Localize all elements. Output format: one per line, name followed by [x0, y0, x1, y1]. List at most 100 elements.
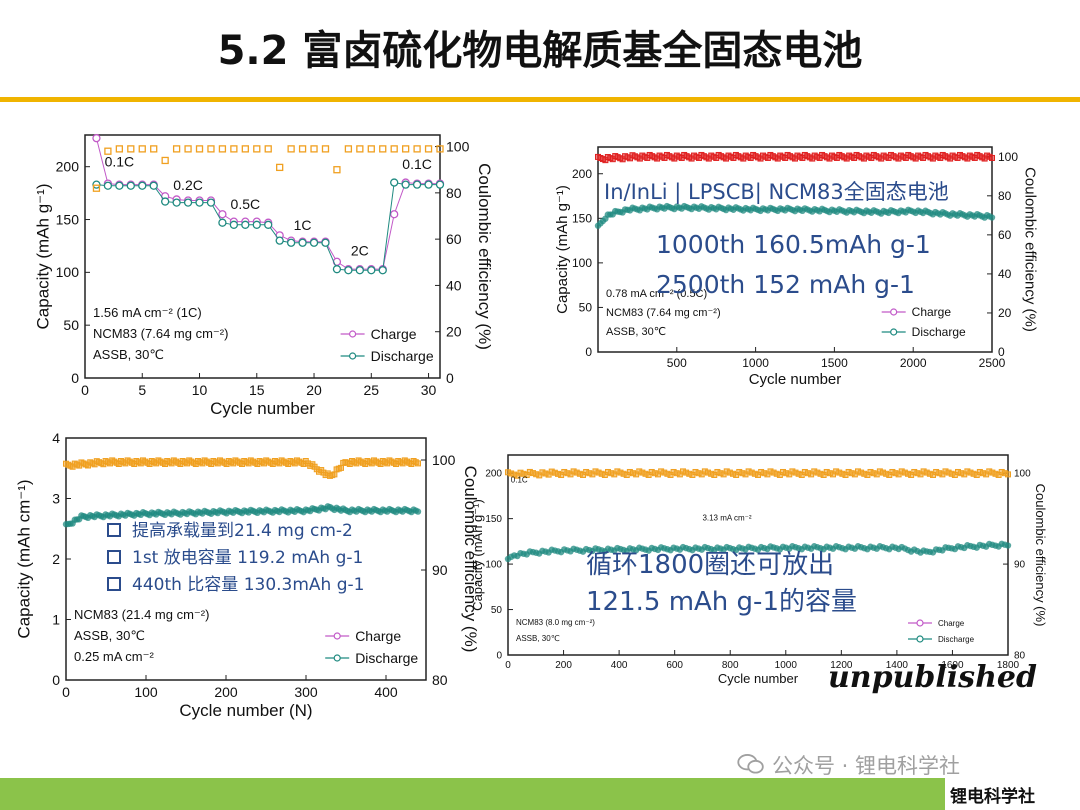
y-tick-label: 150: [485, 514, 502, 525]
discharge-point: [252, 220, 261, 229]
condition-note: NCM83 (8.0 mg cm⁻²): [516, 618, 595, 627]
condition-note: ASSB, 30℃: [93, 347, 164, 362]
ce-point: [436, 145, 444, 153]
discharge-point: [161, 197, 170, 206]
legend-label-charge: Charge: [355, 628, 401, 644]
ce-point: [558, 472, 565, 479]
x-tick-label: 1000: [742, 356, 769, 370]
x-tick-label: 1800: [997, 660, 1020, 671]
ce-point: [218, 145, 227, 153]
ce-point: [138, 145, 146, 153]
discharge-point: [241, 220, 250, 229]
ce-point: [184, 145, 192, 153]
y2-axis-label: Coulombic efficiency (%): [1022, 167, 1039, 332]
y2-tick-label: 100: [446, 138, 470, 154]
rate-label: 3.13 mA cm⁻²: [702, 513, 751, 522]
annotation-line: 循环1800圈还可放出: [586, 550, 834, 580]
ce-point: [545, 471, 552, 478]
annotation-title: In/InLi | LPSCB| NCM83全固态电池: [604, 180, 949, 205]
ce-point: [344, 145, 353, 153]
discharge-point: [321, 238, 330, 247]
y-tick-label: 0: [52, 672, 60, 688]
x-tick-label: 1500: [821, 356, 848, 370]
series-line-charge: [95, 138, 440, 270]
y-tick-label: 200: [572, 167, 592, 181]
rate-label: 0.2C: [173, 177, 203, 193]
rate-label: 0.1C: [402, 156, 432, 172]
y-tick-label: 150: [56, 211, 80, 227]
unpublished-stamp: unpublished: [828, 660, 1037, 695]
ce-point: [1005, 471, 1011, 478]
discharge-point: [103, 181, 113, 190]
discharge-point: [218, 218, 227, 227]
y-tick-label: 4: [52, 430, 60, 446]
discharge-point: [344, 266, 353, 275]
y2-axis-label: Coulombic efficiency (%): [461, 466, 480, 653]
legend-label-discharge: Discharge: [371, 348, 434, 364]
long-cycle-1800-chart: 0 200 400 600 800 1000 1200 1400 1600 1800 0 50 100 1…: [470, 454, 1048, 686]
y-tick-label: 200: [485, 469, 502, 480]
ce-point: [424, 145, 433, 153]
discharge-point: [286, 238, 296, 247]
y-tick-label: 50: [579, 301, 593, 315]
condition-note: 0.78 mA cm⁻² (0.5C): [606, 288, 707, 300]
legend-label-discharge: Discharge: [355, 650, 418, 666]
x-tick-label: 500: [667, 356, 687, 370]
wechat-icon: [737, 754, 764, 774]
y-axis-label: Capacity (mAh g⁻¹): [554, 185, 571, 314]
y2-tick-label: 90: [432, 562, 448, 578]
long-cycle-2500-chart: 500 1000 1500 2000 2500050100150200020406080…: [554, 146, 1039, 388]
ce-point: [523, 471, 530, 478]
y2-tick-label: 80: [1014, 651, 1026, 662]
y-tick-label: 100: [485, 560, 502, 571]
y2-tick-label: 0: [446, 370, 454, 386]
discharge-point: [115, 181, 124, 190]
y-tick-label: 200: [56, 159, 80, 175]
watermark-text: 公众号 · 锂电科学社: [772, 754, 961, 778]
ce-point: [413, 145, 421, 153]
discharge-point: [435, 180, 445, 189]
discharge-point: [138, 181, 147, 190]
bullet-square: [107, 550, 121, 564]
ce-point: [321, 145, 330, 153]
x-tick-label: 200: [214, 684, 238, 700]
discharge-point: [414, 508, 422, 515]
discharge-point: [298, 238, 307, 247]
discharge-point: [229, 220, 239, 229]
annotation-line: 121.5 mAh g-1的容量: [586, 587, 857, 617]
ce-point: [401, 145, 410, 153]
discharge-point: [195, 198, 204, 207]
condition-note: NCM83 (21.4 mg cm⁻²): [74, 607, 209, 622]
legend-marker-charge: [333, 632, 341, 640]
annotation-line: 2500th 152 mAh g-1: [656, 270, 915, 299]
ce-point: [127, 145, 135, 153]
condition-note: ASSB, 30℃: [606, 326, 666, 338]
bullet-square: [107, 523, 121, 537]
y2-axis-label: Coulombic efficiency (%): [1033, 484, 1048, 627]
y-axis-label: Capacity (mAh g⁻¹): [34, 184, 53, 330]
ce-point: [415, 460, 421, 467]
plot-frame: [507, 454, 1009, 656]
discharge-point: [206, 198, 216, 207]
ce-point: [264, 145, 272, 153]
legend-marker-discharge: [916, 635, 924, 643]
condition-note: ASSB, 30℃: [516, 634, 560, 643]
x-axis-label: Cycle number: [210, 399, 315, 418]
x-tick-label: 20: [306, 382, 322, 398]
x-tick-label: 30: [421, 382, 437, 398]
x-axis-label: Cycle number: [749, 371, 842, 388]
x-tick-label: 2000: [900, 356, 927, 370]
legend-marker-charge: [349, 330, 357, 338]
y2-tick-label: 20: [998, 306, 1012, 320]
x-tick-label: 5: [138, 382, 146, 398]
x-tick-label: 1400: [886, 660, 909, 671]
y2-tick-label: 60: [446, 231, 462, 247]
annotation-line: 440th 比容量 130.3mAh g-1: [132, 575, 364, 595]
charge-point: [218, 210, 227, 219]
y2-tick-label: 0: [998, 345, 1005, 359]
discharge-point: [332, 265, 342, 274]
discharge-point: [355, 266, 364, 275]
discharge-point: [275, 236, 284, 245]
condition-note: ASSB, 30℃: [74, 628, 145, 643]
x-tick-label: 300: [294, 684, 318, 700]
